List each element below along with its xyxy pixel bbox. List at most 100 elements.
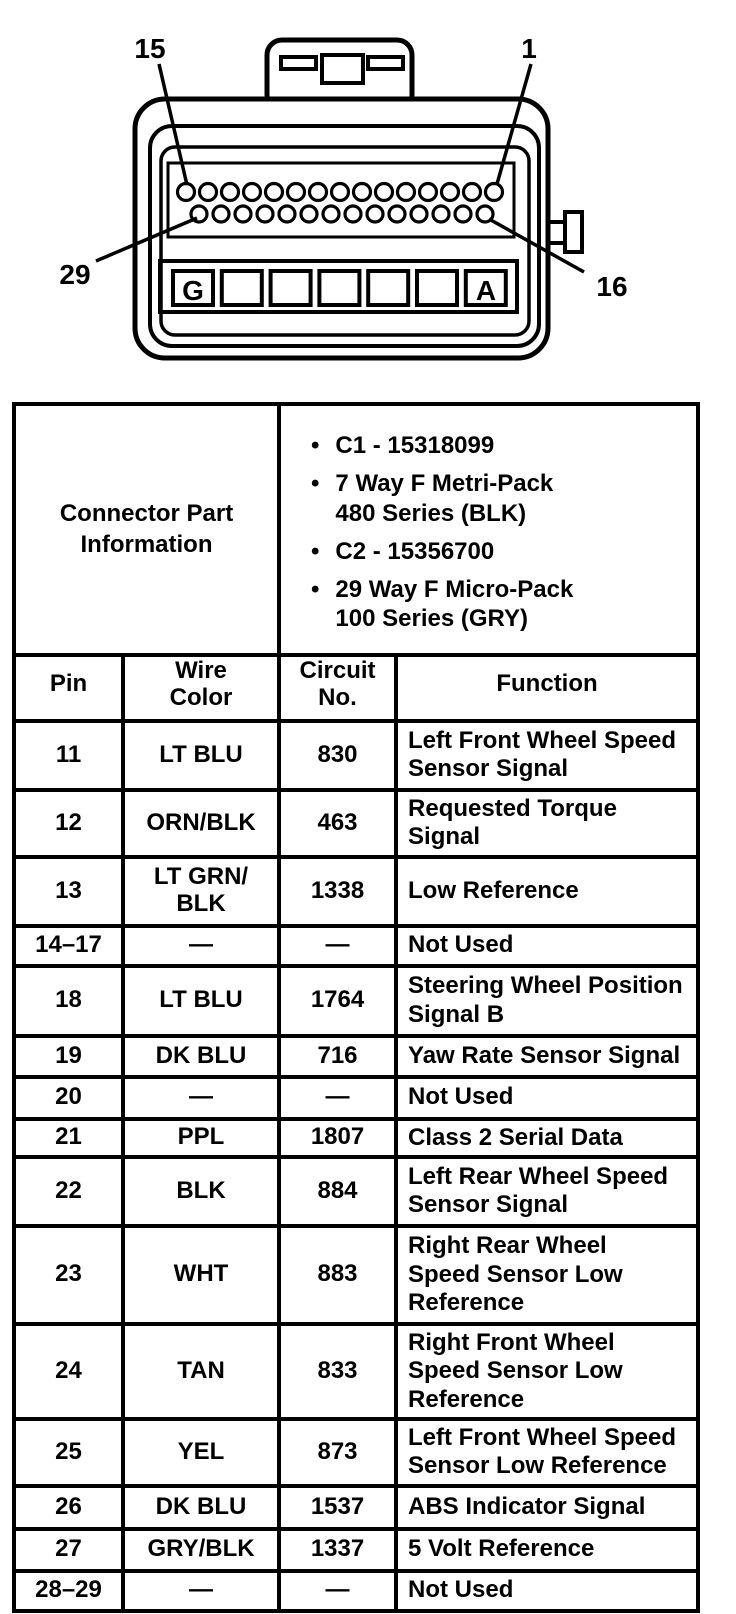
pin-label-29: 29: [59, 259, 90, 290]
column-header-function: Function: [394, 652, 701, 723]
wire-color-cell: WHT: [120, 1223, 282, 1326]
circuit-no-cell: —: [277, 1074, 399, 1121]
wire-color-cell: ORN/BLK: [120, 787, 282, 859]
column-header-pin: Pin: [12, 652, 125, 723]
circuit-no-cell: 1337: [277, 1526, 399, 1573]
pin-cell: 21: [12, 1116, 125, 1159]
pinout-row: 20— — Not Used: [12, 1074, 701, 1121]
pin-circle: [329, 181, 351, 203]
function-cell: Steering Wheel Position Signal B: [394, 963, 701, 1038]
circuit-no-cell: 883: [277, 1223, 399, 1326]
pinout-row: 23 WHT 883 Right Rear Wheel Speed Sensor Lo…: [12, 1223, 701, 1326]
pin-label-16: 16: [596, 271, 627, 302]
function-cell: Left Front Wheel Speed Sensor Signal: [394, 718, 701, 792]
wire-color-cell: LT BLU: [120, 963, 282, 1038]
pin-cell: 25: [12, 1416, 125, 1488]
pin-circle: [219, 181, 241, 203]
part-number-item: C1 - 15318099: [311, 431, 688, 460]
pin-circle: [211, 204, 231, 224]
pin-circle: [387, 204, 407, 224]
wire-color-cell: GRY/BLK: [120, 1526, 282, 1573]
terminal-letter-a: A: [476, 275, 496, 306]
part-number-text: 29 Way F Micro-Pack 100 Series (GRY): [335, 576, 574, 633]
part-number-text: 7 Way F Metri-Pack 480 Series (BLK): [335, 470, 554, 527]
pin-cell: 20: [12, 1074, 125, 1121]
column-header-wire: Wire Color: [120, 652, 282, 723]
circuit-no-cell: 830: [277, 718, 399, 792]
circuit-no-cell: 716: [277, 1033, 399, 1079]
connector-inner-outline-1: [148, 124, 541, 348]
pinout-row: 12 ORN/BLK 463 Requested Torque Signal: [12, 787, 701, 859]
pin-circle: [417, 181, 439, 203]
connector-body-outline: [132, 96, 551, 361]
pin-circle: [431, 204, 451, 224]
terminal-letter-g: G: [182, 275, 204, 306]
function-cell: Right Rear Wheel Speed Sensor Low Refere…: [394, 1223, 701, 1326]
leader-line-pin29: [95, 216, 198, 263]
pinout-row: 13 LT GRN/ BLK 1338 Low Reference: [12, 854, 701, 928]
function-cell: Class 2 Serial Data: [394, 1116, 701, 1159]
pinout-row: 14–17— — Not Used: [12, 923, 701, 968]
terminal-squares: [171, 269, 508, 307]
pin-circle: [483, 181, 505, 203]
pin-circle: [197, 181, 219, 203]
pin-cell: 19: [12, 1033, 125, 1079]
wire-color-cell: DK BLU: [120, 1033, 282, 1079]
pinout-table: Connector Part Information C1 - 15318099…: [11, 402, 701, 1613]
pin-circle: [321, 204, 341, 224]
function-cell: Not Used: [394, 1568, 701, 1613]
pin-circle: [241, 181, 263, 203]
part-number-item: 7 Way F Metri-Pack 480 Series (BLK): [311, 469, 688, 528]
function-cell: Low Reference: [394, 854, 701, 928]
terminal-square: [317, 269, 362, 307]
terminal-square: [268, 269, 313, 307]
circuit-no-cell: 873: [277, 1416, 399, 1488]
function-cell: 5 Volt Reference: [394, 1526, 701, 1573]
wire-color-cell: —: [120, 1568, 282, 1613]
pinout-row: 28–29— — Not Used: [12, 1568, 701, 1613]
column-header-row: Pin Wire Color Circuit No. Function: [12, 652, 701, 723]
part-info-row: Connector Part Information C1 - 15318099…: [11, 402, 701, 657]
pinout-row: 21 PPL 1807 Class 2 Serial Data: [12, 1116, 701, 1159]
terminal-square: [366, 269, 411, 307]
column-header-circuit: Circuit No.: [277, 652, 399, 723]
pin-cell: 26: [12, 1483, 125, 1531]
part-number-item: C2 - 15356700: [311, 537, 688, 566]
wire-color-cell: PPL: [120, 1116, 282, 1159]
pin-circle: [395, 181, 417, 203]
pin-circle: [351, 181, 373, 203]
pin-cell: 11: [12, 718, 125, 792]
circuit-no-cell: —: [277, 1568, 399, 1613]
pinout-row: 25 YEL 873 Left Front Wheel Speed Sensor Lo…: [12, 1416, 701, 1488]
tab-slot-left: [279, 55, 318, 71]
connector-diagram: G A 15 1 29 16: [59, 33, 628, 361]
terminal-square: [463, 269, 508, 307]
pin-circle: [263, 181, 285, 203]
pin-circle: [365, 204, 385, 224]
pin-circle: [475, 204, 495, 224]
part-number-text: C2 - 15356700: [335, 537, 495, 565]
circuit-no-cell: 1764: [277, 963, 399, 1038]
pin-cell: 18: [12, 963, 125, 1038]
circuit-no-cell: 1537: [277, 1483, 399, 1531]
terminal-row-outline: [158, 259, 519, 314]
function-cell: Yaw Rate Sensor Signal: [394, 1033, 701, 1079]
pinout-row: 19 DK BLU 716 Yaw Rate Sensor Signal: [12, 1033, 701, 1079]
pin-cell: 23: [12, 1223, 125, 1326]
pin-circle: [285, 181, 307, 203]
pin-cell: 12: [12, 787, 125, 859]
function-cell: Not Used: [394, 1074, 701, 1121]
connector-tab: [264, 37, 415, 113]
pin-circle: [461, 181, 483, 203]
connector-part-info-title: Connector Part Information: [11, 402, 282, 657]
function-cell: Left Front Wheel Speed Sensor Low Refere…: [394, 1416, 701, 1488]
pin-cell: 22: [12, 1154, 125, 1228]
circuit-no-cell: 833: [277, 1321, 399, 1421]
terminal-square: [219, 269, 264, 307]
tab-slot-right: [366, 55, 405, 71]
pin-cell: 27: [12, 1526, 125, 1573]
pin-circles-top: [175, 181, 505, 203]
pin-circle: [175, 181, 197, 203]
pin-circle: [233, 204, 253, 224]
